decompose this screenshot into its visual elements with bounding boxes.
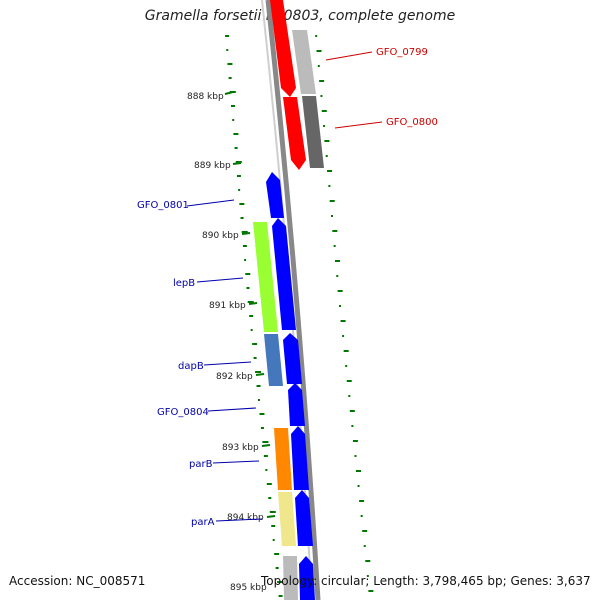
ruler-tick <box>255 373 265 376</box>
gc-skew-track <box>225 35 374 597</box>
cog-block <box>253 222 278 332</box>
callout-line <box>334 121 383 129</box>
gene-arrows <box>266 0 315 600</box>
gene-arrow-parA[interactable] <box>295 490 313 546</box>
ruler-label-894: 894 kbp <box>227 513 264 523</box>
gene-label-parb[interactable]: parB <box>189 459 213 470</box>
cog-block <box>278 492 296 546</box>
ruler: 888 kbp 889 kbp 890 kbp 891 kbp 892 kbp … <box>187 91 276 593</box>
gene-label-dapb[interactable]: dapB <box>178 361 204 372</box>
gene-label-gfo-0801[interactable]: GFO_0801 <box>137 200 189 211</box>
gene-label-gfo-0800[interactable]: GFO_0800 <box>386 117 438 128</box>
callout-line <box>207 407 257 412</box>
cog-track <box>253 30 324 600</box>
callout-line <box>325 51 373 61</box>
accession-text: Accession: NC_008571 <box>9 574 146 588</box>
ruler-label-889: 889 kbp <box>194 161 231 171</box>
ruler-tick <box>241 232 251 235</box>
gene-label-para[interactable]: parA <box>191 517 215 528</box>
ruler-tick <box>248 302 258 305</box>
callout-line <box>196 277 244 283</box>
gene-arrow-lepB[interactable] <box>272 218 296 330</box>
ruler-tick <box>261 444 271 447</box>
ruler-tick <box>232 162 242 165</box>
cog-block <box>302 96 324 168</box>
genome-backbone <box>265 0 321 600</box>
gene-label-lepb[interactable]: lepB <box>173 278 195 289</box>
ruler-tick <box>266 515 276 518</box>
ruler-label-890: 890 kbp <box>202 231 239 241</box>
gene-arrow-dapB[interactable] <box>283 333 302 384</box>
ruler-tick <box>224 91 234 95</box>
gene-arrow-gfo-0799[interactable] <box>270 0 296 97</box>
cog-block <box>292 30 316 94</box>
callout-line <box>203 361 252 366</box>
gene-arrow-gfo-0801[interactable] <box>266 172 284 218</box>
ruler-label-892: 892 kbp <box>216 372 253 382</box>
gene-labels: GFO_0799 GFO_0800 GFO_0801 lepB dapB GFO… <box>137 47 438 528</box>
map-title: Gramella forsetii KT0803, complete genom… <box>144 8 456 24</box>
gene-arrow-gfo-0804[interactable] <box>288 383 305 426</box>
cog-block <box>283 556 298 600</box>
callout-line <box>186 199 235 207</box>
gene-arrow-gfo-0800[interactable] <box>283 97 306 170</box>
cog-block <box>274 428 292 490</box>
callout-line <box>215 518 263 522</box>
cog-block <box>264 334 283 386</box>
gene-arrow-parB[interactable] <box>291 426 309 490</box>
ruler-label-888: 888 kbp <box>187 92 224 102</box>
ruler-label-893: 893 kbp <box>222 443 259 453</box>
topology-text: Topology: circular; Length: 3,798,465 bp… <box>261 574 591 588</box>
gene-label-gfo-0799[interactable]: GFO_0799 <box>376 47 428 58</box>
ruler-label-891: 891 kbp <box>209 301 246 311</box>
gene-arrow-next[interactable] <box>299 556 315 600</box>
callout-line <box>212 460 260 464</box>
gene-label-gfo-0804[interactable]: GFO_0804 <box>157 407 209 418</box>
ruler-label-895: 895 kbp <box>230 583 267 593</box>
